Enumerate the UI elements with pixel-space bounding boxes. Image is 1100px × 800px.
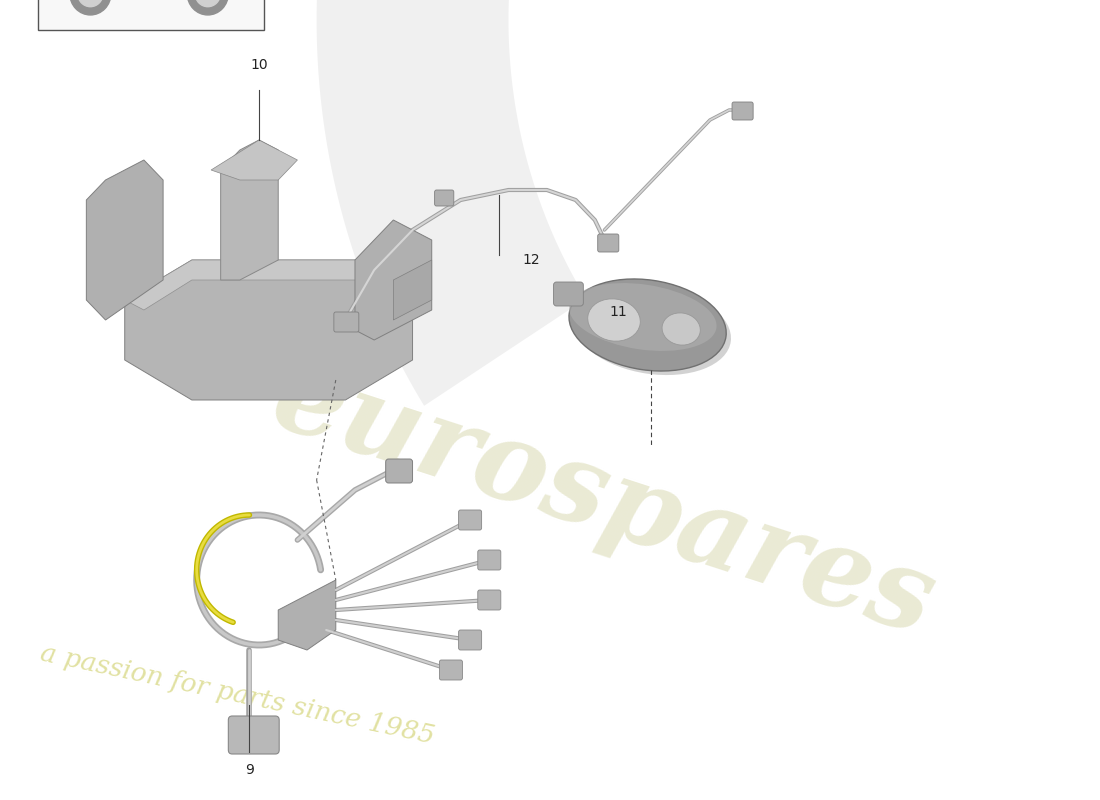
Text: eurospares: eurospares — [258, 342, 947, 658]
Polygon shape — [278, 580, 336, 650]
Polygon shape — [124, 260, 412, 400]
FancyBboxPatch shape — [434, 190, 454, 206]
Circle shape — [78, 0, 103, 6]
Ellipse shape — [574, 285, 732, 375]
FancyBboxPatch shape — [597, 234, 619, 252]
Circle shape — [69, 0, 111, 15]
Ellipse shape — [662, 313, 701, 345]
Text: 10: 10 — [250, 58, 268, 72]
FancyBboxPatch shape — [334, 312, 359, 332]
Polygon shape — [317, 0, 740, 406]
FancyBboxPatch shape — [439, 660, 462, 680]
Circle shape — [195, 0, 220, 6]
Circle shape — [187, 0, 229, 15]
FancyBboxPatch shape — [732, 102, 754, 120]
FancyBboxPatch shape — [477, 550, 500, 570]
Bar — [39, 0, 264, 30]
FancyBboxPatch shape — [477, 590, 500, 610]
Polygon shape — [394, 260, 431, 320]
FancyBboxPatch shape — [229, 716, 279, 754]
FancyBboxPatch shape — [459, 510, 482, 530]
FancyBboxPatch shape — [459, 630, 482, 650]
Text: 11: 11 — [609, 305, 627, 319]
Ellipse shape — [587, 299, 640, 341]
Ellipse shape — [569, 279, 726, 371]
Polygon shape — [124, 260, 412, 310]
Polygon shape — [355, 220, 431, 340]
Text: a passion for parts since 1985: a passion for parts since 1985 — [39, 641, 437, 749]
FancyBboxPatch shape — [553, 282, 583, 306]
Text: 12: 12 — [522, 253, 540, 267]
FancyBboxPatch shape — [386, 459, 412, 483]
Ellipse shape — [569, 283, 716, 351]
Polygon shape — [86, 160, 163, 320]
Text: 9: 9 — [245, 763, 254, 777]
Polygon shape — [211, 140, 297, 180]
Polygon shape — [221, 140, 278, 280]
